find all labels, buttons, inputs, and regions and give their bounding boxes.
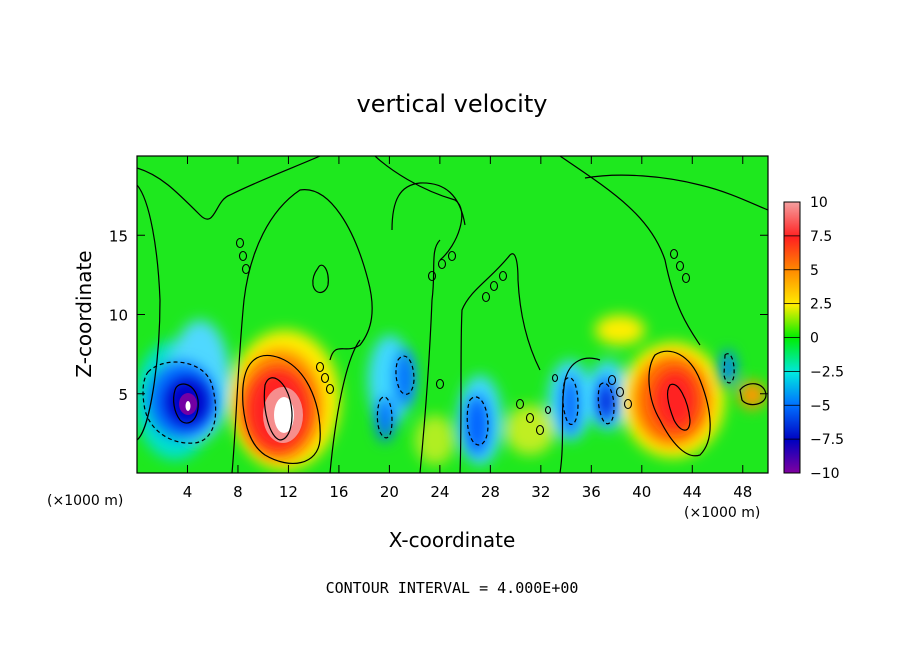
- x-tick-label: 48: [733, 483, 752, 501]
- x-tick-label: 16: [329, 483, 348, 501]
- x-multiplier-right: (×1000 m): [684, 505, 760, 521]
- y-tick-label: 5: [118, 386, 128, 404]
- x-tick-label: 40: [632, 483, 651, 501]
- y-axis-label: Z-coordinate: [72, 250, 96, 377]
- colorbar-tick-label: −2.5: [810, 364, 844, 380]
- y-axis: 5 10 15: [109, 227, 768, 404]
- colorbar: 10 7.5 5 2.5 0 −2.5 −5 −7.5 −10: [783, 195, 844, 482]
- chart-title: vertical velocity: [357, 90, 548, 118]
- x-tick-label: 8: [233, 483, 243, 501]
- contour-interval-note: CONTOUR INTERVAL = 4.000E+00: [326, 579, 579, 597]
- colorbar-tick-label: 0: [810, 331, 819, 347]
- x-axis-label: X-coordinate: [389, 528, 516, 552]
- x-tick-label: 32: [531, 483, 550, 501]
- colorbar-tick-label: −7.5: [810, 432, 844, 448]
- x-tick-label: 12: [279, 483, 298, 501]
- y-tick-label: 15: [109, 227, 128, 245]
- colorbar-tick-label: 10: [810, 195, 828, 211]
- colorbar-tick-label: 5: [810, 263, 819, 279]
- colorbar-tick-label: 2.5: [810, 297, 832, 313]
- x-tick-label: 28: [481, 483, 500, 501]
- x-tick-label: 36: [582, 483, 601, 501]
- x-tick-label: 44: [683, 483, 702, 501]
- x-tick-label: 4: [183, 483, 193, 501]
- colorbar-tick-label: −5: [810, 398, 831, 414]
- y-tick-label: 10: [109, 307, 128, 325]
- x-multiplier-left: (×1000 m): [47, 493, 123, 509]
- x-axis: 4 8 12 16 20 24 28 32 36 40 44 48: [183, 156, 752, 501]
- colorbar-tick-label: 7.5: [810, 229, 832, 245]
- colorbar-tick-label: −10: [810, 466, 840, 482]
- x-tick-label: 20: [380, 483, 399, 501]
- x-tick-label: 24: [430, 483, 449, 501]
- heatmap-field: [137, 156, 768, 473]
